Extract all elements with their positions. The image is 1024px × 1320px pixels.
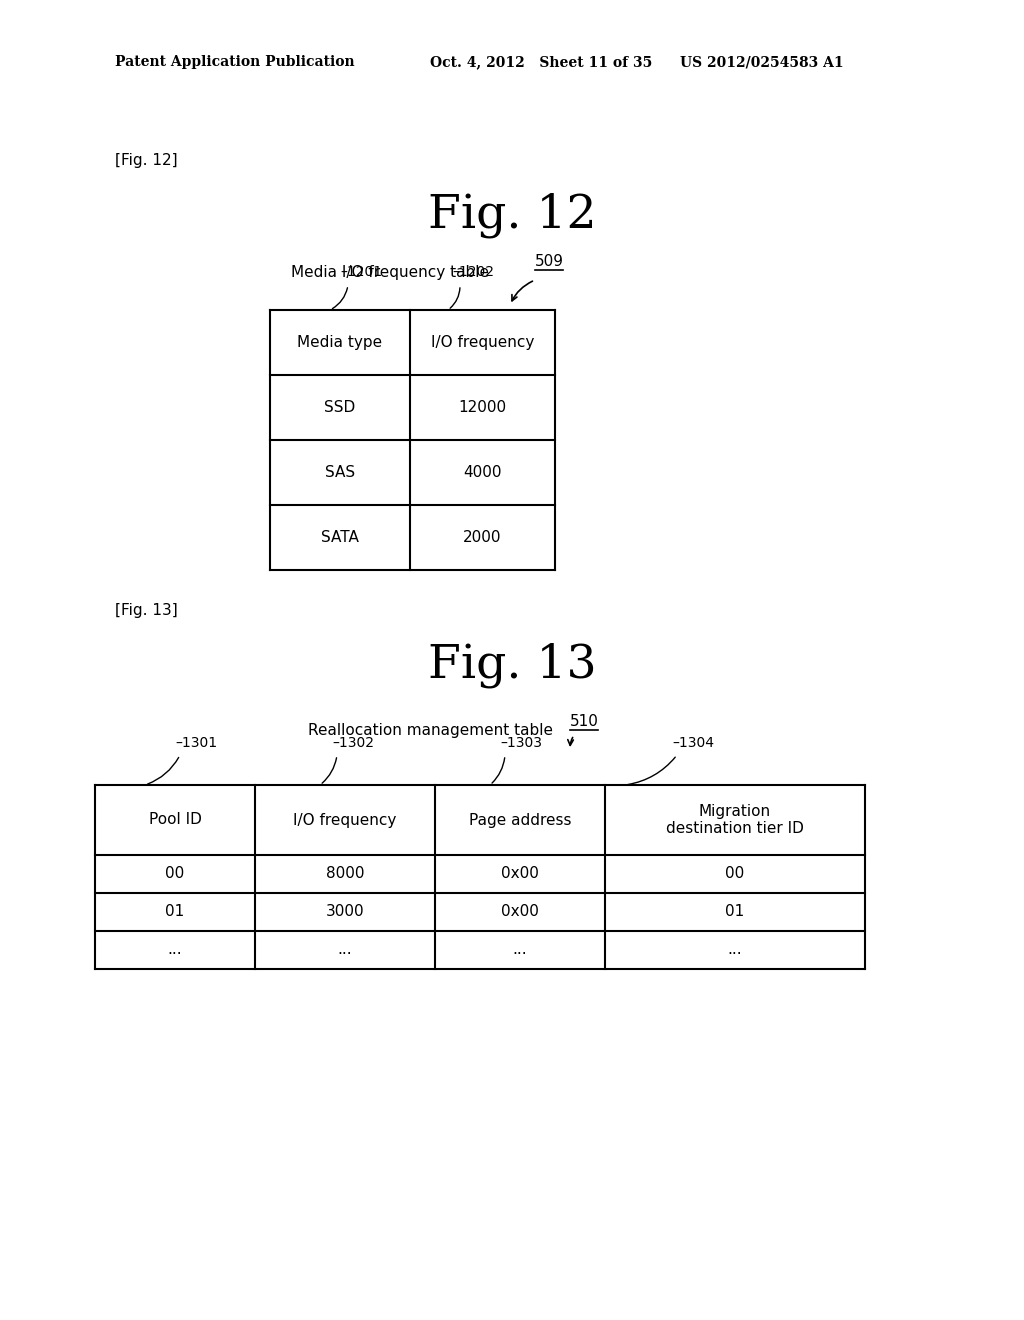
Text: SSD: SSD xyxy=(325,400,355,414)
Text: 4000: 4000 xyxy=(463,465,502,480)
Text: ...: ... xyxy=(513,942,527,957)
Text: –1202: –1202 xyxy=(452,265,494,279)
Text: US 2012/0254583 A1: US 2012/0254583 A1 xyxy=(680,55,844,69)
Text: ...: ... xyxy=(338,942,352,957)
Text: 12000: 12000 xyxy=(459,400,507,414)
Text: SAS: SAS xyxy=(325,465,355,480)
Text: –1304: –1304 xyxy=(672,737,714,750)
Text: 2000: 2000 xyxy=(463,531,502,545)
Text: ...: ... xyxy=(728,942,742,957)
Text: I/O frequency: I/O frequency xyxy=(431,335,535,350)
Text: 8000: 8000 xyxy=(326,866,365,882)
Text: Reallocation management table: Reallocation management table xyxy=(307,722,553,738)
Text: Fig. 12: Fig. 12 xyxy=(428,193,596,238)
Text: [Fig. 13]: [Fig. 13] xyxy=(115,602,178,618)
Text: Oct. 4, 2012   Sheet 11 of 35: Oct. 4, 2012 Sheet 11 of 35 xyxy=(430,55,652,69)
Text: Media I/O frequency table: Media I/O frequency table xyxy=(291,264,489,280)
Text: 3000: 3000 xyxy=(326,904,365,920)
Text: 510: 510 xyxy=(570,714,599,730)
Text: Fig. 13: Fig. 13 xyxy=(428,643,596,688)
Text: 0x00: 0x00 xyxy=(501,866,539,882)
Text: I/O frequency: I/O frequency xyxy=(293,813,396,828)
Text: Migration
destination tier ID: Migration destination tier ID xyxy=(666,804,804,836)
Text: SATA: SATA xyxy=(322,531,359,545)
Text: 0x00: 0x00 xyxy=(501,904,539,920)
Text: 01: 01 xyxy=(165,904,184,920)
Text: Pool ID: Pool ID xyxy=(148,813,202,828)
Text: –1303: –1303 xyxy=(500,737,542,750)
Text: 00: 00 xyxy=(165,866,184,882)
Text: ...: ... xyxy=(168,942,182,957)
Text: [Fig. 12]: [Fig. 12] xyxy=(115,153,177,168)
Text: –1301: –1301 xyxy=(175,737,217,750)
Text: 01: 01 xyxy=(725,904,744,920)
Text: –1302: –1302 xyxy=(332,737,374,750)
Text: Patent Application Publication: Patent Application Publication xyxy=(115,55,354,69)
Text: 00: 00 xyxy=(725,866,744,882)
Text: Page address: Page address xyxy=(469,813,571,828)
Text: Media type: Media type xyxy=(297,335,383,350)
Text: –1201: –1201 xyxy=(340,265,382,279)
Text: 509: 509 xyxy=(535,255,564,269)
